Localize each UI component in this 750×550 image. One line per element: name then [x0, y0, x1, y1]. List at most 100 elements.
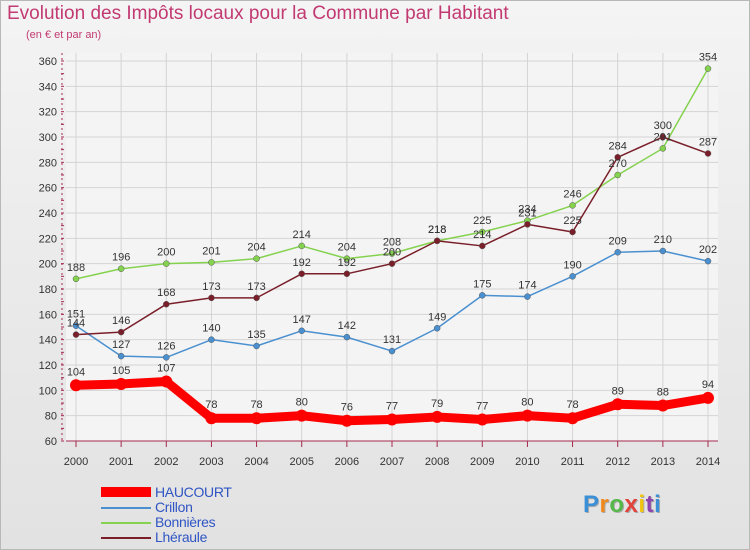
y-tick-label: 140 [39, 335, 57, 347]
data-label: 144 [67, 318, 85, 330]
y-tick-label: 100 [39, 385, 57, 397]
y-tick-label: 280 [39, 157, 57, 169]
legend-swatch [101, 507, 151, 509]
data-label: 231 [518, 207, 536, 219]
y-tick-label: 160 [39, 309, 57, 321]
legend-label: Bonnières [155, 514, 216, 530]
data-label: 201 [202, 245, 220, 257]
data-point [433, 237, 441, 245]
data-point [521, 409, 534, 422]
data-label: 354 [699, 52, 717, 64]
y-tick-label: 200 [39, 259, 57, 271]
data-label: 140 [202, 323, 220, 335]
x-tick-label: 2006 [335, 456, 359, 468]
data-label: 146 [112, 315, 130, 327]
data-label: 291 [654, 131, 672, 143]
data-label: 196 [112, 252, 130, 264]
data-point [205, 412, 218, 425]
data-label: 126 [157, 340, 175, 352]
data-point [614, 154, 621, 161]
data-point [253, 255, 260, 262]
x-tick-label: 2000 [64, 456, 88, 468]
data-label: 192 [293, 257, 311, 269]
data-point [656, 399, 669, 412]
y-tick-label: 320 [39, 107, 57, 119]
data-point [163, 300, 170, 308]
data-label: 94 [702, 379, 714, 391]
data-label: 202 [699, 244, 717, 256]
legend-label: Lhéraule [155, 529, 208, 545]
data-point [298, 327, 305, 335]
data-point [704, 150, 712, 157]
y-tick-label: 80 [45, 411, 57, 423]
data-label: 287 [699, 136, 717, 148]
x-tick-label: 2004 [244, 456, 268, 468]
data-point [388, 260, 396, 267]
data-label: 78 [566, 399, 578, 411]
data-point [524, 221, 531, 228]
data-point [208, 336, 215, 343]
data-label: 218 [428, 224, 446, 236]
data-label: 174 [518, 280, 536, 292]
y-tick-label: 360 [39, 56, 57, 68]
data-point [659, 145, 667, 152]
data-label: 192 [338, 257, 356, 269]
data-label: 147 [293, 314, 311, 326]
data-point [704, 65, 712, 72]
data-point [343, 270, 351, 278]
data-point [614, 249, 621, 256]
x-tick-label: 2012 [605, 456, 629, 468]
y-tick-label: 240 [39, 208, 57, 220]
data-point [569, 273, 576, 280]
data-label: 78 [205, 399, 217, 411]
data-point [117, 352, 125, 360]
data-label: 80 [296, 397, 308, 409]
data-label: 208 [383, 237, 401, 249]
data-point [569, 228, 576, 236]
chart-subtitle: (en € et par an) [26, 29, 102, 41]
x-tick-label: 2008 [425, 456, 449, 468]
data-point [659, 247, 667, 255]
data-label: 204 [338, 242, 356, 254]
data-label: 127 [112, 339, 130, 351]
data-point [295, 409, 308, 422]
data-point [208, 294, 215, 302]
data-label: 79 [431, 398, 443, 410]
data-label: 284 [609, 140, 627, 152]
x-tick-label: 2005 [289, 456, 313, 468]
data-label: 77 [386, 400, 398, 412]
data-point [566, 412, 579, 425]
data-point [117, 265, 125, 272]
data-label: 204 [247, 242, 265, 254]
data-point [253, 294, 260, 302]
x-tick-label: 2013 [651, 456, 675, 468]
data-label: 210 [654, 234, 672, 246]
data-point [431, 410, 444, 423]
data-label: 80 [521, 397, 533, 409]
y-tick-label: 60 [45, 436, 57, 448]
data-point [72, 275, 80, 283]
data-point [343, 255, 351, 262]
x-tick-label: 2014 [696, 456, 720, 468]
data-label: 225 [473, 215, 491, 227]
data-point [70, 379, 82, 392]
data-point [614, 171, 621, 179]
data-point [160, 375, 173, 388]
data-point [208, 259, 215, 266]
y-tick-label: 120 [39, 360, 57, 372]
data-point [388, 250, 396, 257]
data-label: 168 [157, 287, 175, 299]
data-point [388, 347, 396, 355]
data-label: 131 [383, 334, 401, 346]
data-label: 88 [657, 387, 669, 399]
legend-label: Crillon [155, 499, 193, 515]
data-point [72, 331, 80, 338]
data-label: 151 [67, 309, 85, 321]
data-label: 105 [112, 365, 130, 377]
data-point [163, 260, 170, 267]
data-label: 200 [157, 247, 175, 259]
data-label: 190 [563, 259, 581, 271]
data-point [524, 293, 531, 300]
